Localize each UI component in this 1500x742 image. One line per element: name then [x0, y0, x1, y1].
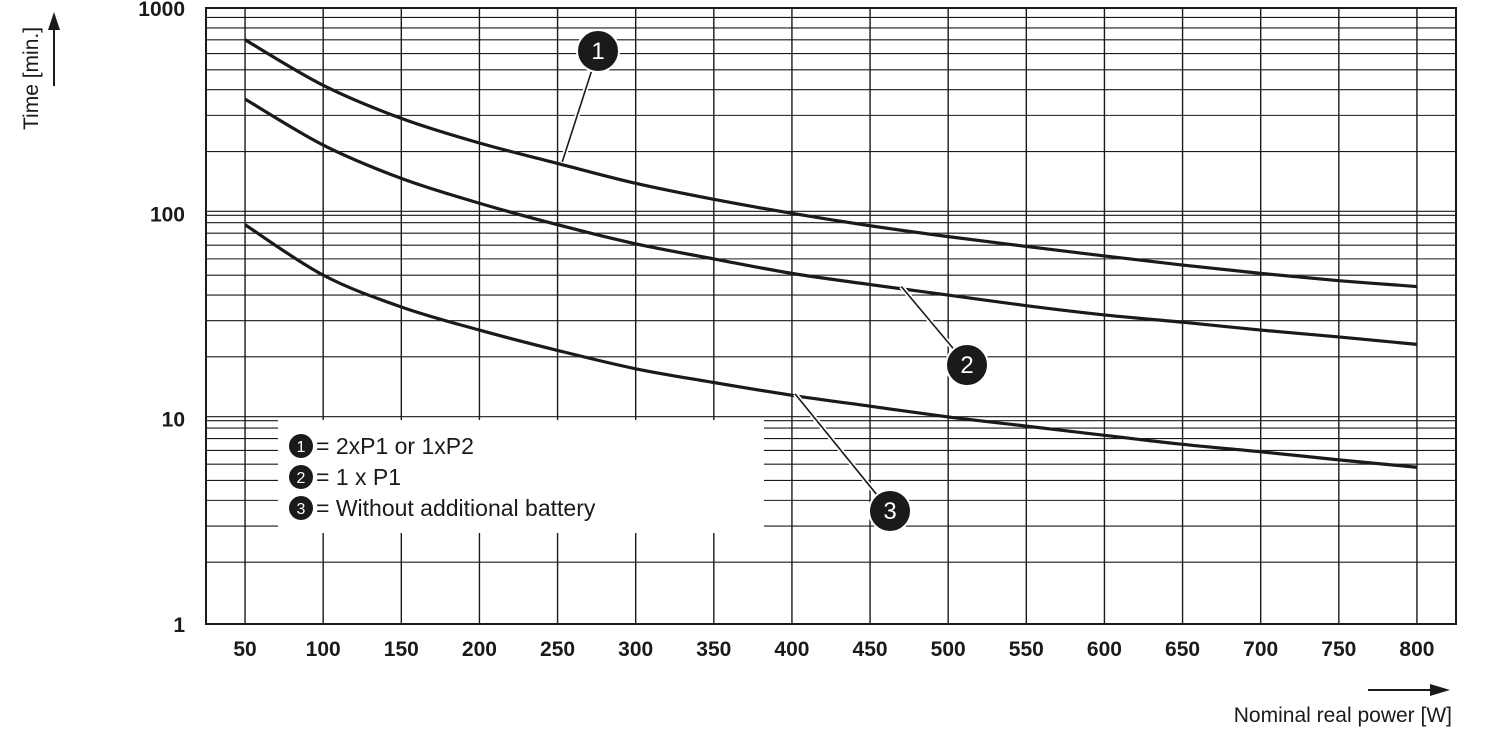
- x-tick-label: 150: [384, 638, 419, 661]
- x-tick-label: 350: [696, 638, 731, 661]
- callout-1: 1: [559, 29, 620, 163]
- x-tick-label: 600: [1087, 638, 1122, 661]
- legend-label-2: = 1 x P1: [316, 464, 401, 490]
- legend-item-3: 3 = Without additional battery: [289, 495, 596, 521]
- legend-marker-1-label: 1: [297, 439, 306, 456]
- legend-item-2: 2 = 1 x P1: [289, 464, 401, 490]
- y-axis-title: Time [min.]: [20, 27, 43, 130]
- callout-marker-label-3: 3: [883, 498, 896, 525]
- callout-leader-1: [561, 70, 593, 163]
- callout-marker-3: [868, 489, 912, 533]
- series-line-2: [244, 97, 1418, 346]
- x-tick-label: 400: [774, 638, 809, 661]
- y-tick-labels: 1 10 100 1000: [138, 0, 185, 637]
- x-tick-label: 50: [233, 638, 256, 661]
- callout-3: 3: [793, 392, 912, 533]
- x-tick-label: 450: [853, 638, 888, 661]
- y-tick-label: 10: [162, 409, 185, 432]
- y-tick-label: 1: [173, 614, 185, 637]
- legend: 1 = 2xP1 or 1xP2 2 = 1 x P1 3 = Without …: [278, 420, 764, 533]
- x-tick-label: 500: [931, 638, 966, 661]
- x-tick-label: 800: [1399, 638, 1434, 661]
- x-axis-title: Nominal real power [W]: [1234, 704, 1452, 727]
- legend-item-1: 1 = 2xP1 or 1xP2: [289, 433, 474, 459]
- y-axis-title-group: Time [min.]: [20, 12, 60, 130]
- legend-label-3: = Without additional battery: [316, 495, 596, 521]
- callout-marker-label-1: 1: [591, 38, 604, 65]
- callout-marker-2: [945, 343, 989, 387]
- callout-marker-1: [576, 29, 620, 73]
- x-tick-label: 250: [540, 638, 575, 661]
- callouts: 1 2 3: [559, 29, 989, 533]
- series-lines: [244, 38, 1418, 469]
- x-tick-label: 650: [1165, 638, 1200, 661]
- x-tick-labels: 50 100 150 200 250 300 350 400 450 500 550 600 650 70…: [233, 638, 1434, 661]
- legend-marker-2: [289, 465, 313, 489]
- y-axis-arrow-icon: [48, 12, 60, 30]
- legend-marker-1: [289, 434, 313, 458]
- legend-marker-2-label: 2: [297, 470, 306, 487]
- y-tick-label: 100: [150, 203, 185, 226]
- callout-leader-2: [900, 286, 955, 350]
- legend-box: [278, 420, 764, 533]
- x-axis-title-group: Nominal real power [W]: [1234, 684, 1452, 727]
- x-tick-label: 700: [1243, 638, 1278, 661]
- plot-frame: [205, 7, 1457, 625]
- callout-leader-3: [794, 393, 878, 496]
- x-axis-arrow-icon: [1430, 684, 1450, 696]
- legend-marker-3-label: 3: [297, 501, 306, 518]
- callout-2: 2: [899, 284, 989, 387]
- callout-marker-label-2: 2: [960, 352, 973, 379]
- x-tick-label: 750: [1321, 638, 1356, 661]
- legend-marker-3: [289, 496, 313, 520]
- x-tick-label: 200: [462, 638, 497, 661]
- x-tick-label: 100: [306, 638, 341, 661]
- x-tick-label: 300: [618, 638, 653, 661]
- series-line-3: [244, 223, 1418, 469]
- x-tick-label: 550: [1009, 638, 1044, 661]
- legend-label-1: = 2xP1 or 1xP2: [316, 433, 474, 459]
- y-tick-label: 1000: [138, 0, 185, 21]
- series-line-1: [244, 38, 1418, 289]
